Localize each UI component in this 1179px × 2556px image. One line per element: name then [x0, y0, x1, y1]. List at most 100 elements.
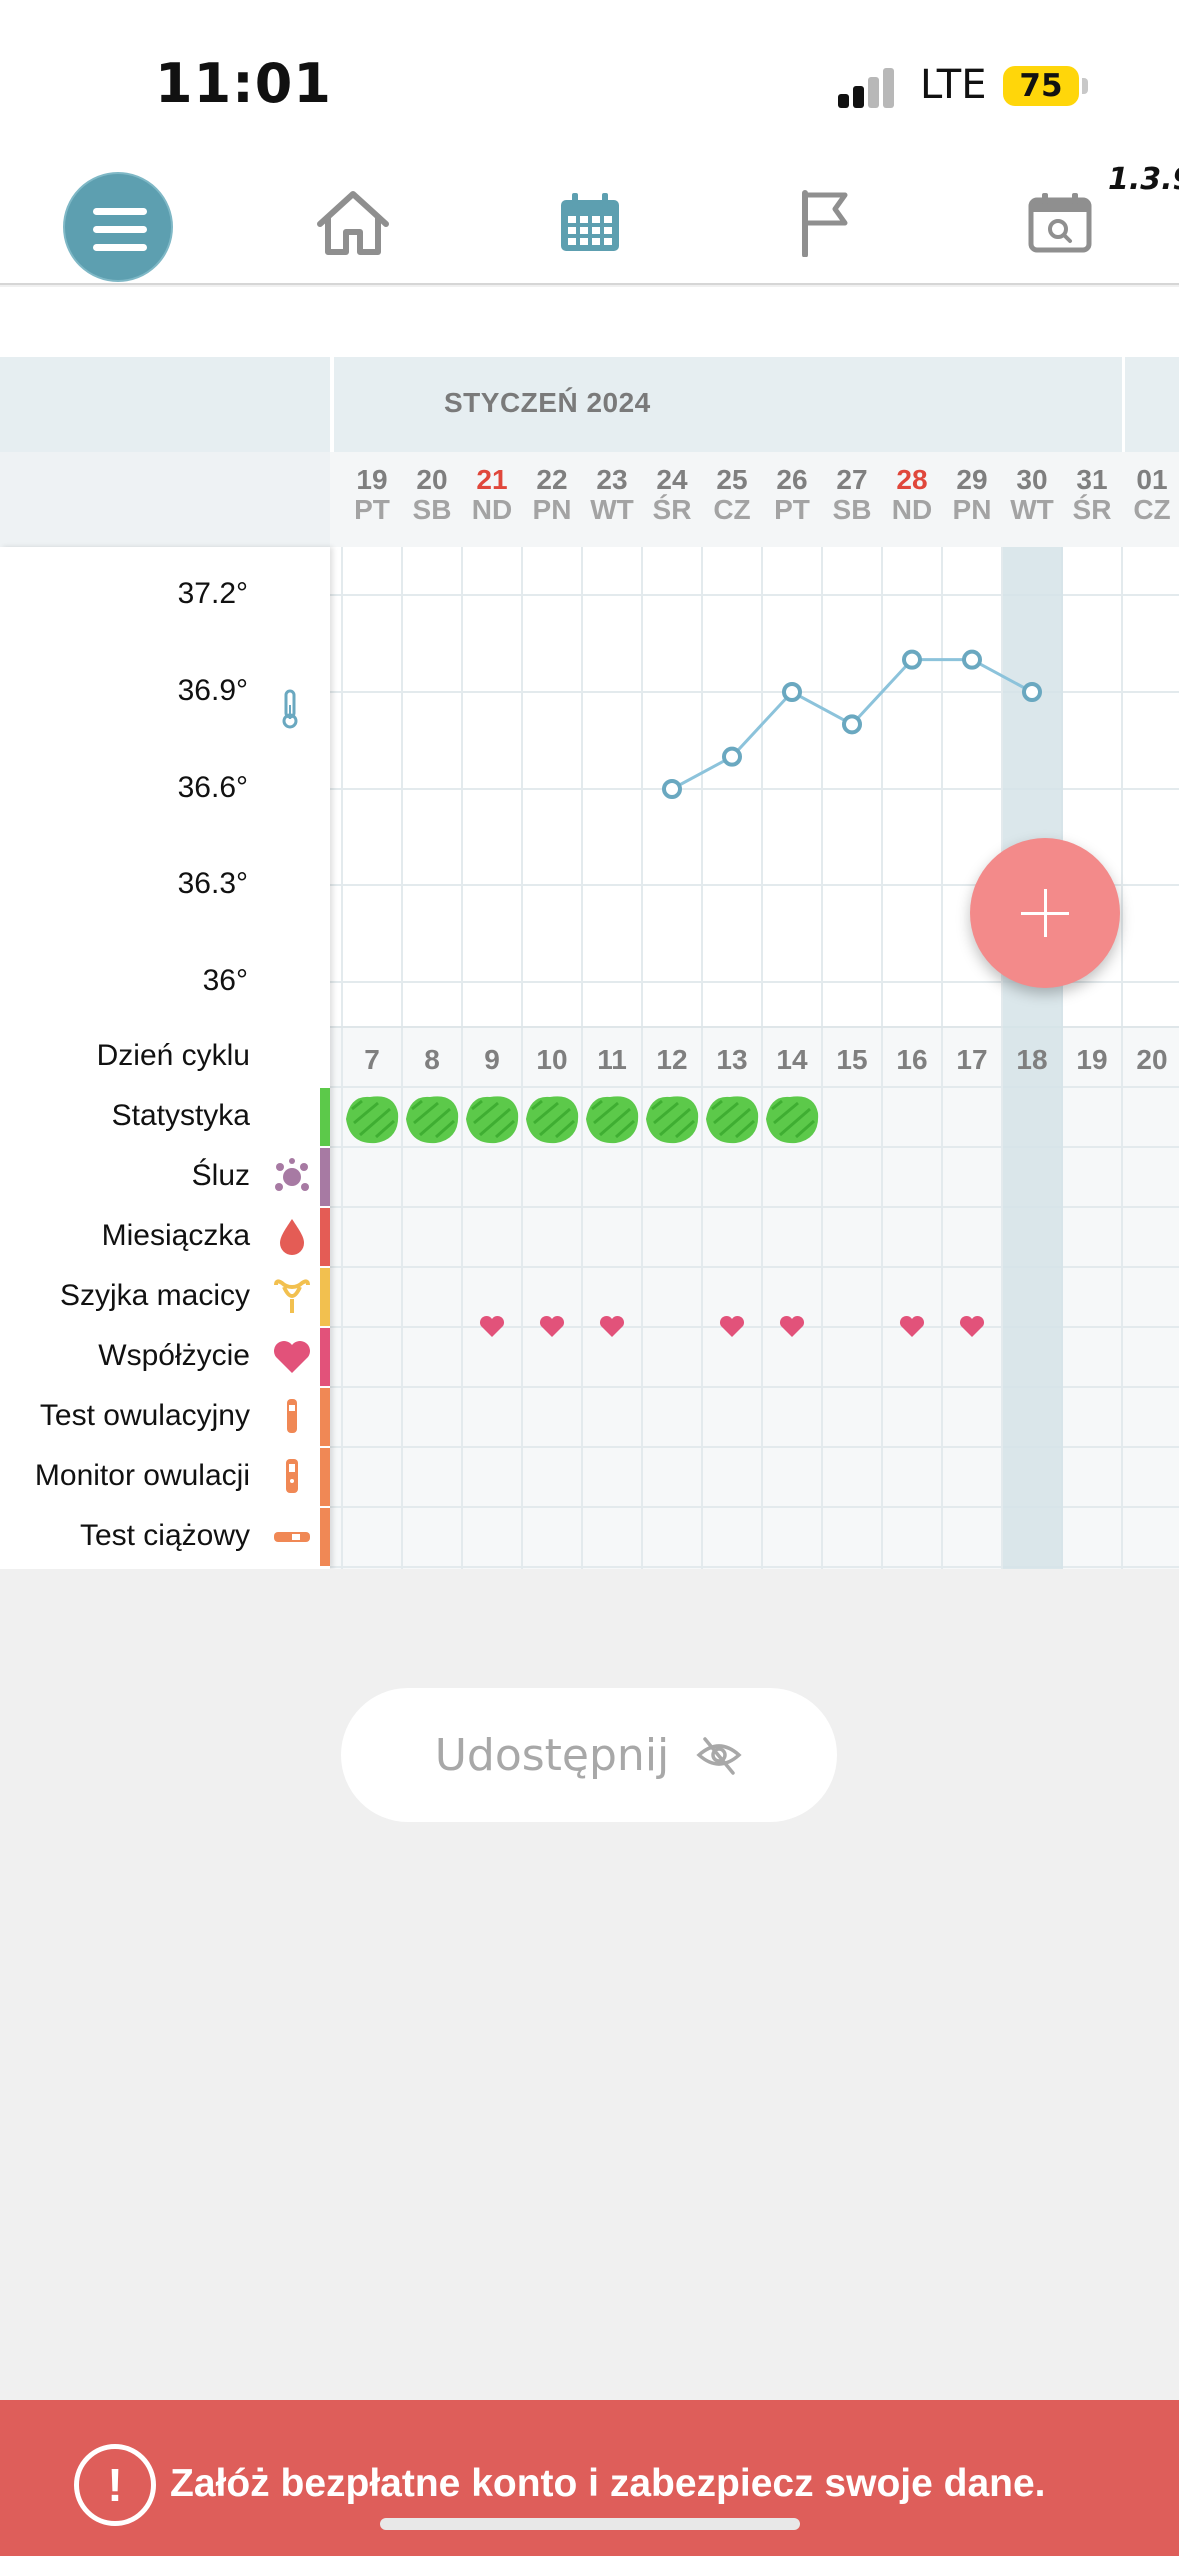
day-number: 29 [956, 464, 988, 495]
intercourse-heart [599, 1315, 625, 1337]
temperature-point[interactable] [722, 746, 742, 767]
statistics-mark [586, 1096, 639, 1144]
home-indicator[interactable] [380, 2518, 800, 2530]
uterus-icon [274, 1279, 310, 1313]
month-separator [1122, 357, 1125, 452]
day-of-week: SB [832, 494, 872, 525]
day-header-01[interactable]: 01 CZ [1122, 465, 1179, 525]
create-account-banner[interactable]: ! Załóż bezpłatne konto i zabezpiecz swo… [0, 2400, 1179, 2556]
row-color-strip [320, 1448, 330, 1506]
intercourse-heart [719, 1315, 745, 1337]
menu-button[interactable] [63, 172, 173, 282]
day-number: 24 [656, 464, 688, 495]
calendar-marks: 7 8 9 10 11 12 13 14 15 16 17 18 19 20 [346, 649, 1168, 1337]
day-header-24[interactable]: 24 ŚR [642, 465, 702, 525]
statistics-mark [406, 1096, 459, 1144]
day-number: 26 [776, 464, 808, 495]
day-number: 21 [476, 464, 508, 495]
alert-icon: ! [74, 2444, 156, 2526]
row-label-4: Szyjka macicy [59, 1279, 250, 1312]
temperature-point[interactable] [782, 682, 802, 702]
day-of-week: CZ [1133, 494, 1171, 525]
add-entry-button[interactable] [970, 838, 1120, 988]
cycle-day-number: 14 [776, 1044, 808, 1075]
statistics-mark-texture [471, 1099, 515, 1139]
day-header-23[interactable]: 23 WT [582, 465, 642, 525]
home-icon [317, 190, 389, 255]
flag-icon [802, 189, 848, 257]
mucus-icon [275, 1158, 309, 1191]
day-header-22[interactable]: 22 PN [522, 465, 582, 525]
temperature-axis-label: 36.9° [177, 674, 248, 707]
status-bar: 11:01 LTE 75 [0, 0, 1179, 170]
cycle-day-label: Dzień cyklu [96, 1039, 250, 1072]
cycle-day-number: 9 [484, 1044, 500, 1075]
day-of-week: PT [774, 494, 810, 525]
row-color-strip [320, 1268, 330, 1326]
statistics-mark [706, 1096, 759, 1144]
row-color-strip [320, 1388, 330, 1446]
share-button[interactable]: Udostępnij [341, 1688, 837, 1822]
temperature-point[interactable] [902, 649, 922, 670]
day-header-21[interactable]: 21 ND [462, 465, 522, 525]
day-header-29[interactable]: 29 PN [942, 465, 1002, 525]
statistics-mark-texture [351, 1099, 395, 1139]
home-button[interactable] [293, 160, 413, 285]
network-type: LTE [920, 62, 987, 108]
row-label-6: Test owulacyjny [39, 1399, 250, 1432]
temperature-point[interactable] [842, 714, 862, 735]
top-nav [0, 160, 1179, 285]
cycle-day-number: 17 [956, 1044, 987, 1075]
row-label-8: Test ciążowy [79, 1519, 250, 1552]
statistics-mark-texture [771, 1099, 815, 1139]
signal-icon [838, 66, 898, 108]
temperature-axis-label: 36.3° [177, 867, 248, 900]
day-header-31[interactable]: 31 ŚR [1062, 465, 1122, 525]
cycle-day-number: 7 [364, 1044, 380, 1075]
statistics-mark-texture [651, 1099, 695, 1139]
day-header-26[interactable]: 26 PT [762, 465, 822, 525]
temperature-point[interactable] [962, 649, 982, 670]
calendar-icon [561, 192, 619, 251]
pregnancy-test-icon [274, 1532, 310, 1542]
calendar-button[interactable] [530, 160, 650, 285]
row-color-strip [320, 1208, 330, 1266]
day-of-week: ŚR [652, 494, 692, 525]
row-labels-panel: 37.2° 36.9° 36.6° 36.3° 36° Dzień cyklu Staty… [0, 547, 330, 1569]
day-number: 28 [896, 464, 928, 495]
day-number: 27 [836, 464, 868, 495]
day-header-19[interactable]: 19 PT [342, 465, 402, 525]
statistics-mark-texture [591, 1099, 635, 1139]
day-number: 19 [356, 464, 388, 495]
calendar-search-button[interactable] [1000, 160, 1120, 285]
cycle-day-number: 10 [536, 1044, 567, 1075]
day-header-25[interactable]: 25 CZ [702, 465, 762, 525]
temperature-point[interactable] [662, 779, 682, 799]
day-of-week: CZ [713, 494, 751, 525]
cycle-day-number: 15 [836, 1044, 867, 1075]
row-label-1: Statystyka [111, 1099, 250, 1132]
cycle-day-number: 11 [597, 1044, 627, 1075]
cycle-day-number: 18 [1016, 1044, 1047, 1075]
temperature-axis-label: 36.6° [177, 771, 248, 804]
row-label-5: Współżycie [98, 1339, 250, 1372]
cycle-calendar[interactable]: STYCZEŃ 2024 19 PT 20 SB 21 ND 22 PN 23 WT 24 ŚR 25 C… [0, 357, 1179, 1569]
flag-button[interactable] [765, 160, 885, 285]
statistics-mark [526, 1096, 579, 1144]
day-number: 20 [416, 464, 448, 495]
day-header-30[interactable]: 30 WT [1002, 465, 1062, 525]
row-label-3: Miesiączka [101, 1219, 250, 1252]
row-color-strip [320, 1508, 330, 1566]
battery-cap [1082, 78, 1088, 94]
day-of-week: ŚR [1072, 494, 1112, 525]
statistics-mark [466, 1096, 519, 1144]
temperature-point[interactable] [1022, 682, 1042, 702]
day-header-28[interactable]: 28 ND [882, 465, 942, 525]
month-header [0, 357, 1179, 452]
day-of-week: SB [412, 494, 452, 525]
row-label-7: Monitor owulacji [34, 1459, 250, 1492]
day-header-20[interactable]: 20 SB [402, 465, 462, 525]
day-of-week: ND [891, 494, 933, 525]
day-header-27[interactable]: 27 SB [822, 465, 882, 525]
day-header-left [0, 452, 330, 547]
